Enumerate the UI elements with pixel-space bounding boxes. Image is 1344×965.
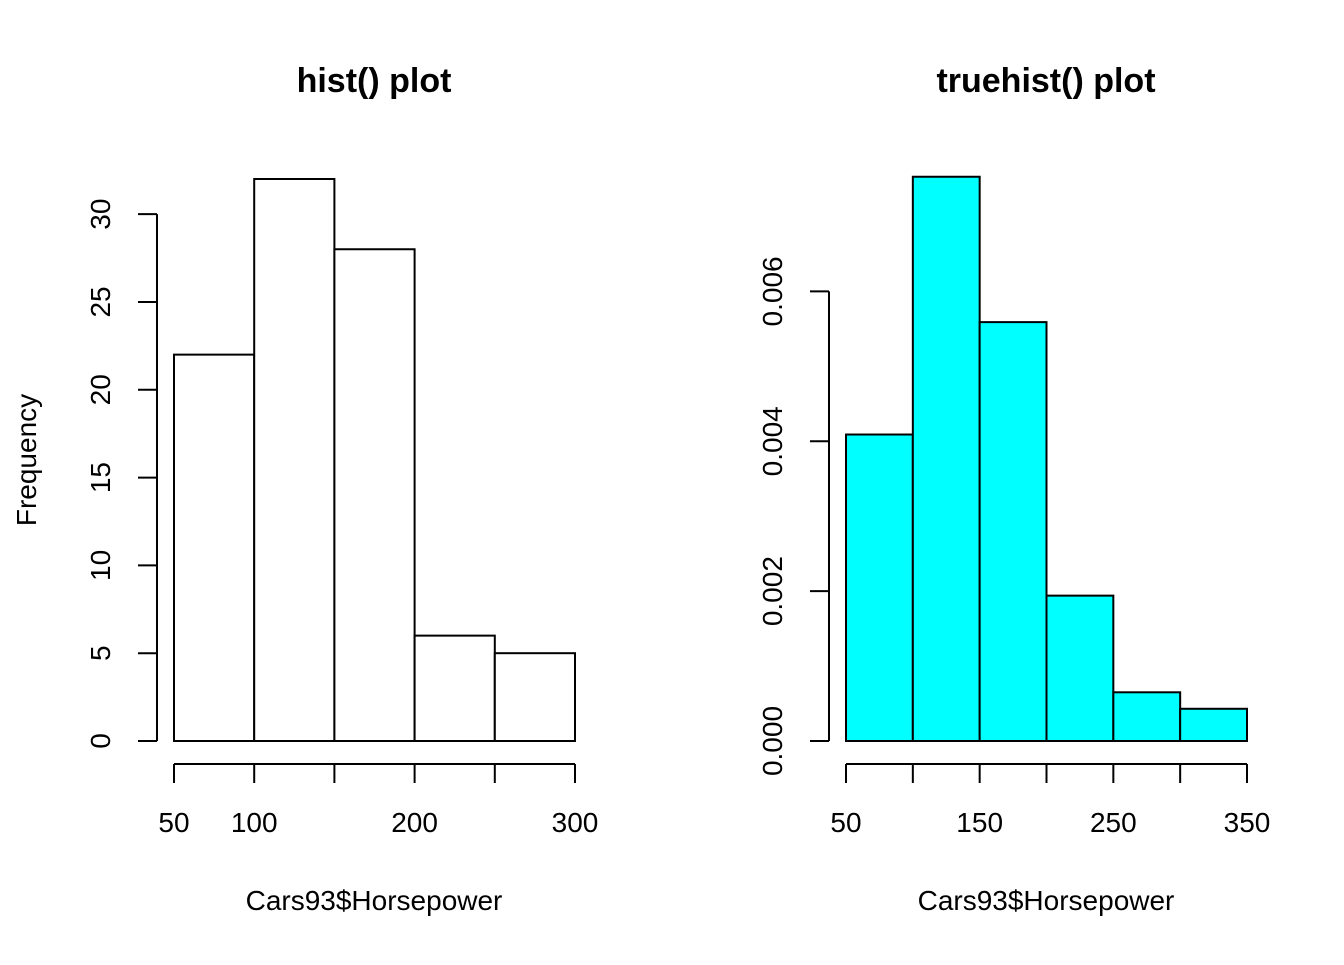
y-tick-label: 5 — [85, 645, 116, 661]
x-tick-label: 250 — [1090, 807, 1137, 838]
histogram-bar — [845, 433, 914, 742]
histogram-bar — [173, 353, 256, 742]
x-tick-label: 200 — [391, 807, 438, 838]
y-axis-label: Frequency — [11, 394, 42, 526]
x-axis-label: Cars93$Horsepower — [918, 885, 1175, 916]
y-tick-label: 15 — [85, 462, 116, 493]
y-tick-label: 30 — [85, 199, 116, 230]
x-tick-label: 50 — [158, 807, 189, 838]
x-tick-label: 150 — [956, 807, 1003, 838]
chart-title: hist() plot — [297, 62, 452, 100]
histogram-bar — [1045, 594, 1115, 742]
histogram-bar — [1112, 691, 1182, 742]
x-tick-label: 100 — [231, 807, 278, 838]
histogram-bar — [978, 321, 1048, 742]
x-tick-label: 50 — [830, 807, 861, 838]
histogram-bar — [493, 652, 576, 742]
chart-title: truehist() plot — [936, 62, 1155, 100]
y-tick-label: 0.002 — [757, 556, 788, 626]
x-axis-label: Cars93$Horsepower — [246, 885, 503, 916]
y-tick-label: 10 — [85, 550, 116, 581]
y-tick-label: 0.000 — [757, 706, 788, 776]
histogram-bar — [911, 175, 981, 742]
y-tick-label: 0.006 — [757, 256, 788, 326]
y-tick-label: 20 — [85, 374, 116, 405]
y-tick-label: 0 — [85, 733, 116, 749]
histogram-bar — [333, 248, 416, 742]
y-tick-label: 25 — [85, 286, 116, 317]
hist-panel: hist() plot Cars93$Horsepower Frequency … — [11, 62, 598, 916]
x-tick-label: 300 — [552, 807, 599, 838]
truehist-panel: truehist() plot Cars93$Horsepower 50 150 2… — [757, 62, 1270, 916]
histogram-bar — [1179, 707, 1248, 743]
histogram-bar — [413, 634, 496, 742]
histogram-bar — [253, 178, 336, 742]
x-tick-label: 350 — [1224, 807, 1271, 838]
y-tick-label: 0.004 — [757, 406, 788, 476]
